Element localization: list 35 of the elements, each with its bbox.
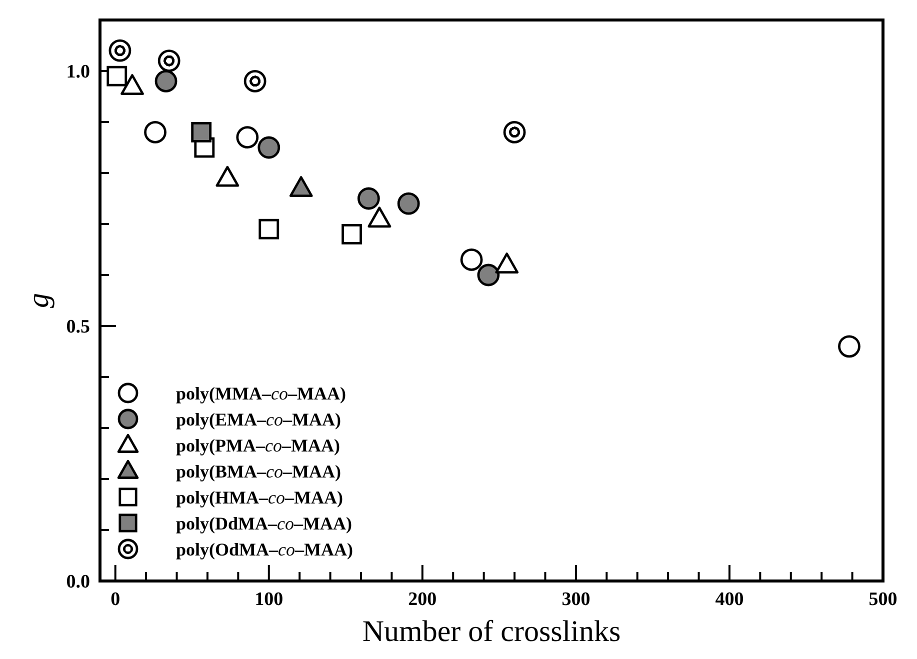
legend-label: poly(BMA–co–MAA) bbox=[176, 461, 341, 482]
legend-label: poly(PMA–co–MAA) bbox=[176, 435, 340, 456]
point bbox=[144, 121, 166, 144]
legend-label: poly(EMA–co–MAA) bbox=[176, 409, 341, 430]
point bbox=[838, 335, 860, 358]
y-tick-label: 0.5 bbox=[66, 316, 90, 338]
point bbox=[154, 70, 178, 92]
point bbox=[244, 70, 266, 92]
y-tick-label: 0.0 bbox=[66, 572, 90, 593]
point bbox=[158, 50, 180, 72]
point bbox=[342, 224, 362, 244]
point bbox=[397, 192, 420, 215]
x-tick-label: 300 bbox=[562, 589, 590, 610]
point bbox=[236, 126, 259, 148]
y-tick-label: 1.0 bbox=[66, 62, 90, 83]
point bbox=[108, 39, 132, 62]
x-axis-title: Number of crosslinks bbox=[362, 615, 621, 648]
point bbox=[460, 248, 483, 271]
legend-label: poly(DdMA–co–MAA) bbox=[176, 513, 352, 534]
x-tick-label: 500 bbox=[868, 589, 898, 610]
point bbox=[357, 187, 380, 210]
x-tick-label: 100 bbox=[254, 589, 284, 610]
point bbox=[258, 218, 280, 240]
legend-label: poly(MMA–co–MAA) bbox=[176, 383, 346, 404]
x-tick-label: 200 bbox=[408, 589, 437, 610]
legend-label: poly(OdMA–co–MAA) bbox=[176, 539, 354, 560]
point bbox=[477, 264, 500, 286]
point bbox=[191, 122, 212, 142]
legend-label: poly(HMA–co–MAA) bbox=[176, 487, 343, 508]
point bbox=[503, 121, 526, 144]
point bbox=[258, 136, 280, 159]
point bbox=[106, 66, 128, 86]
x-tick-label: 0 bbox=[110, 589, 120, 610]
x-tick-label: 400 bbox=[715, 589, 744, 610]
y-axis-title: g bbox=[22, 293, 55, 308]
